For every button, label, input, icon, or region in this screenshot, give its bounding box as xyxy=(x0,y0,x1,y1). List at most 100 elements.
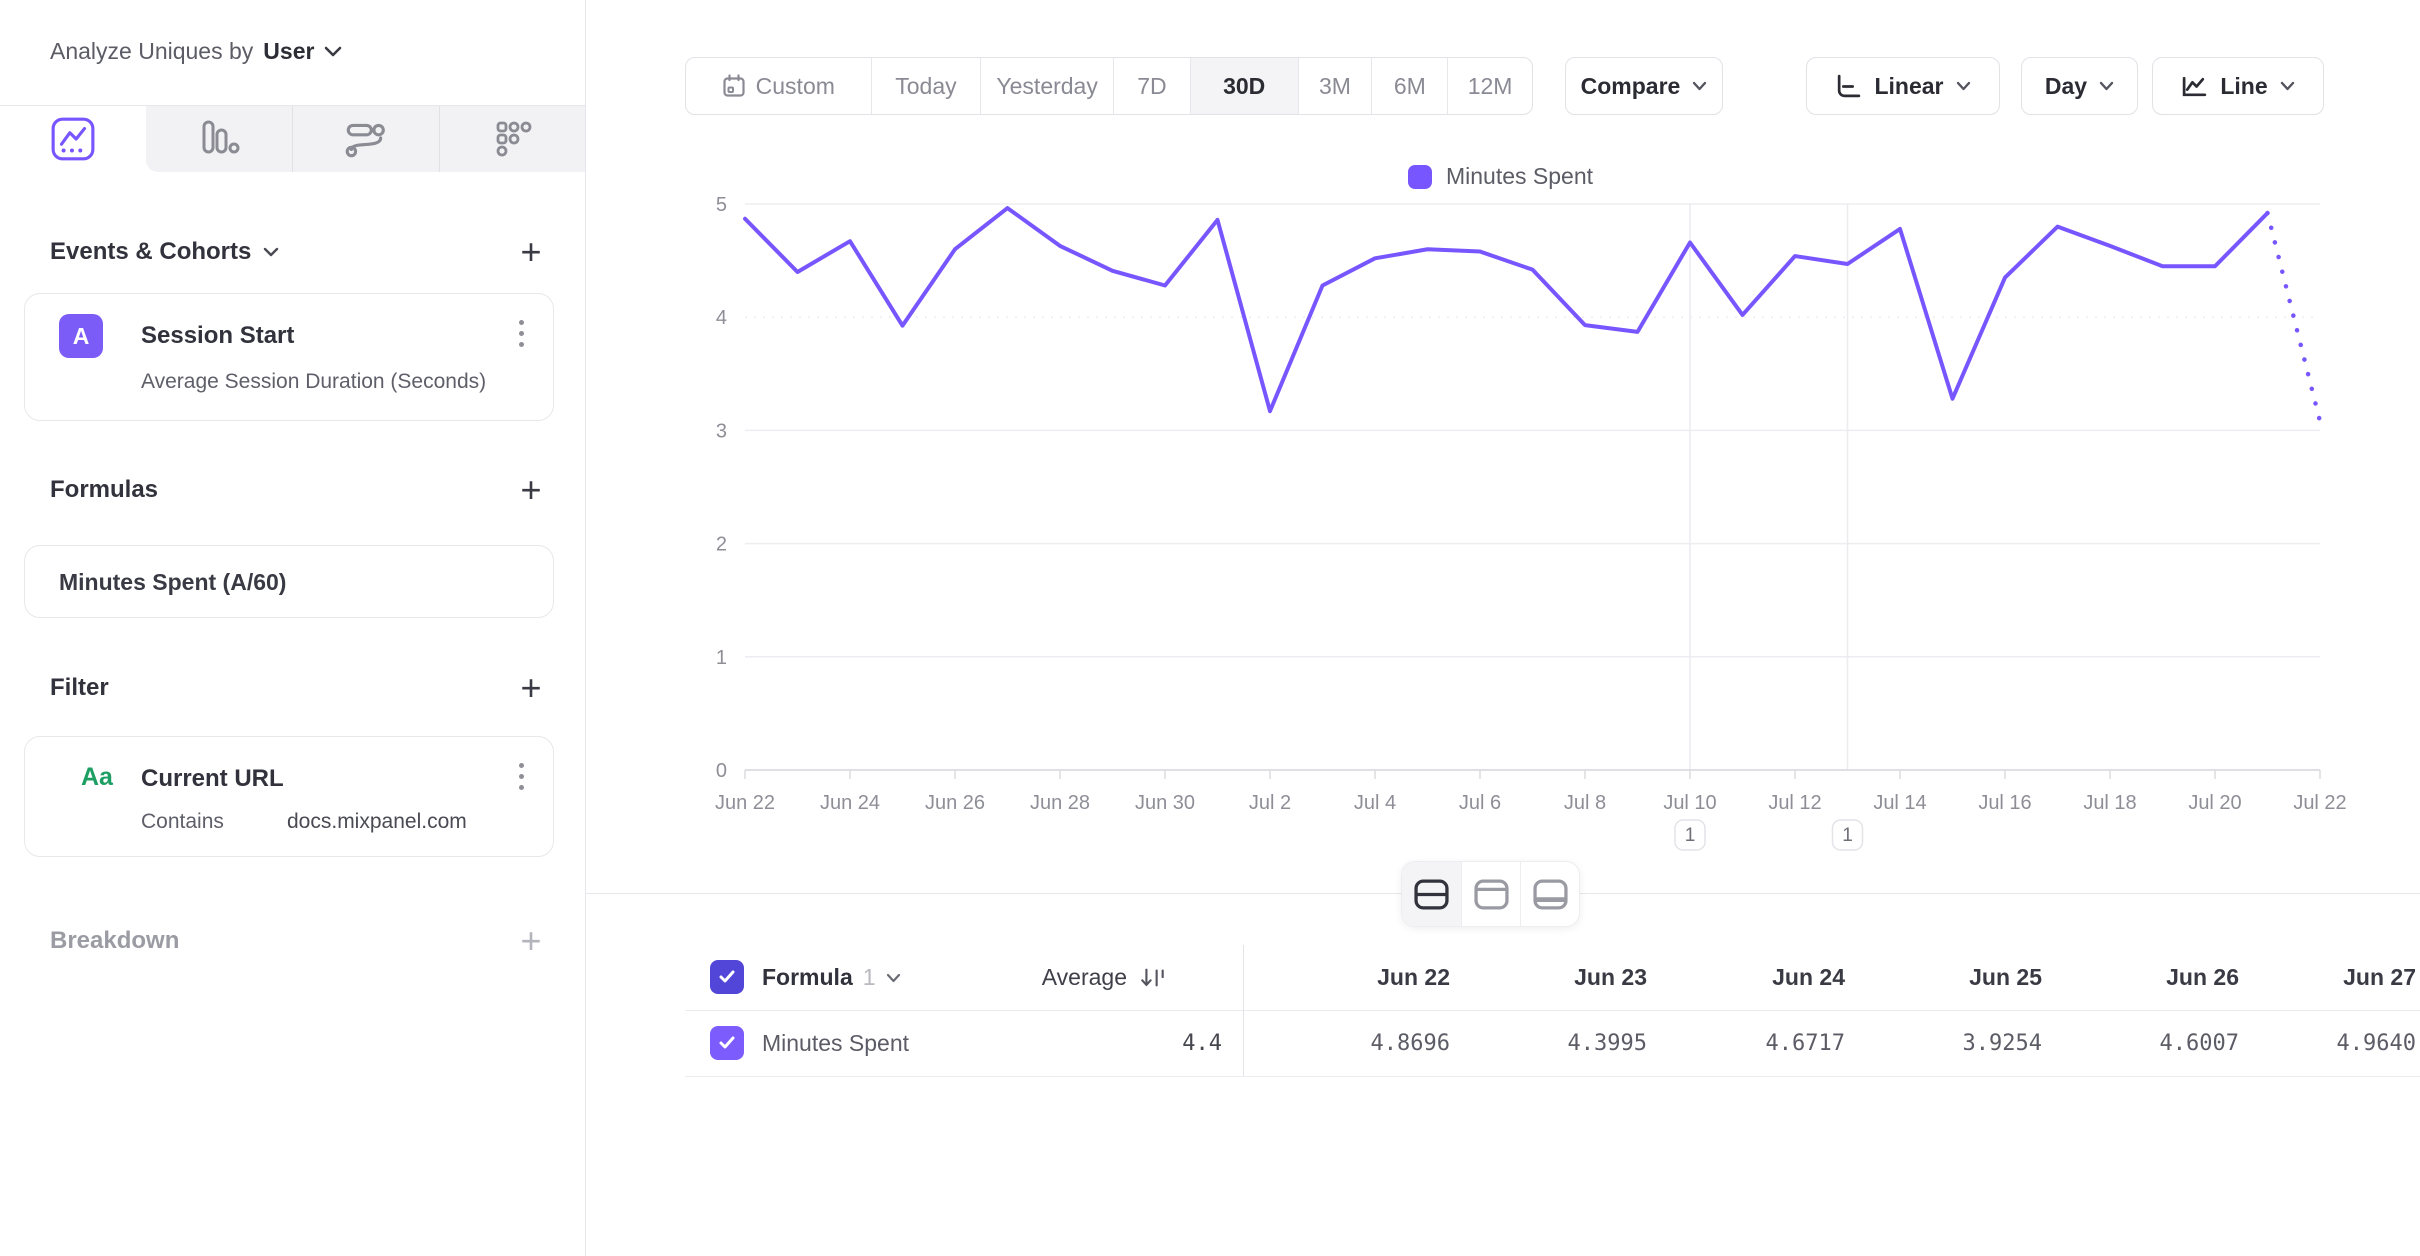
line-chart[interactable]: 1 1 Jun 22 Jun 24 Jun 26 Jun 28 Jun 30 Jul 2 Jul… xyxy=(685,125,2365,885)
text-property-icon: Aa xyxy=(81,763,113,791)
formula-group-header[interactable]: Formula 1 xyxy=(762,945,901,1010)
calendar-icon xyxy=(723,74,745,97)
chart-view-icon xyxy=(1473,878,1509,910)
event-aggregation[interactable]: Average Session Duration (Seconds) xyxy=(141,370,487,393)
y-tick-label: 1 xyxy=(716,647,727,669)
table-cell-jun-22: 4.8696 xyxy=(1370,1031,1450,1056)
retention-grid-icon xyxy=(496,121,532,157)
kebab-menu-icon[interactable] xyxy=(517,320,525,347)
report-tabs xyxy=(0,106,585,172)
average-value: 4.4 xyxy=(1182,1031,1222,1056)
range-yesterday[interactable]: Yesterday xyxy=(980,58,1113,114)
x-tick-label: Jul 22 xyxy=(2293,792,2346,814)
filter-value[interactable]: docs.mixpanel.com xyxy=(287,810,467,833)
legend-swatch xyxy=(1408,164,1432,189)
range-30d[interactable]: 30D xyxy=(1189,58,1298,114)
granularity-button[interactable]: Day xyxy=(2021,57,2138,115)
add-event-button[interactable]: + xyxy=(520,231,542,272)
range-12m[interactable]: 12M xyxy=(1447,58,1532,114)
filter-property[interactable]: Current URL xyxy=(141,765,284,792)
compare-label: Compare xyxy=(1580,72,1681,99)
y-tick-label: 5 xyxy=(716,194,727,216)
tab-insights[interactable] xyxy=(0,106,146,172)
chart-type-label: Line xyxy=(2220,72,2268,99)
filter-card[interactable]: Aa Current URL Contains docs.mixpanel.co… xyxy=(24,736,554,857)
annotation-badge[interactable] xyxy=(1831,819,1864,851)
kebab-menu-icon[interactable] xyxy=(517,763,525,790)
event-letter-badge: A xyxy=(59,314,103,358)
granularity-label: Day xyxy=(2044,72,2088,99)
flows-icon xyxy=(345,123,385,158)
view-chart-button[interactable] xyxy=(1461,862,1520,926)
insights-line-chart-icon xyxy=(51,117,95,161)
y-tick-label: 3 xyxy=(716,420,727,442)
column-header-jun-26[interactable]: Jun 26 xyxy=(2166,964,2239,990)
formula-group-label: Formula xyxy=(762,964,853,990)
events-cohorts-label: Events & Cohorts xyxy=(50,238,252,265)
add-formula-button[interactable]: + xyxy=(520,469,542,510)
check-icon xyxy=(719,1036,735,1049)
view-table-button[interactable] xyxy=(1520,862,1579,926)
column-header-jun-25[interactable]: Jun 25 xyxy=(1969,964,2042,990)
chevron-down-icon xyxy=(2280,81,2294,91)
range-label: 30D xyxy=(1223,72,1266,99)
average-label: Average xyxy=(1041,964,1127,990)
table-divider xyxy=(685,1010,2420,1011)
axis-scale-button[interactable]: Linear xyxy=(1806,57,2000,115)
formulas-label: Formulas xyxy=(50,476,159,503)
series-line-projection xyxy=(2265,210,2323,424)
range-custom[interactable]: Custom xyxy=(686,58,871,114)
analyze-uniques-row[interactable]: Analyze Uniques by User xyxy=(50,36,342,66)
x-tick-label: Jul 16 xyxy=(1978,792,2031,814)
select-all-checkbox[interactable] xyxy=(710,960,744,994)
formula-card[interactable]: Minutes Spent (A/60) xyxy=(24,545,554,618)
table-cell-jun-27: 4.9640 xyxy=(2336,1031,2416,1056)
x-tick-label: Jun 26 xyxy=(925,792,985,814)
tabs-divider xyxy=(0,105,585,106)
event-title[interactable]: Session Start xyxy=(141,322,295,349)
table-cell-jun-26: 4.6007 xyxy=(2159,1031,2239,1056)
table-cell-jun-25: 3.9254 xyxy=(1962,1031,2042,1056)
tab-bar-chart[interactable] xyxy=(146,106,292,172)
range-label: Yesterday xyxy=(996,72,1098,99)
axis-scale-label: Linear xyxy=(1874,72,1944,99)
event-card[interactable]: A Session Start Average Session Duration… xyxy=(24,293,554,421)
range-6m[interactable]: 6M xyxy=(1371,58,1447,114)
range-3m[interactable]: 3M xyxy=(1297,58,1372,114)
formula-name[interactable]: Minutes Spent (A/60) xyxy=(59,569,287,595)
formula-group-number: 1 xyxy=(862,964,876,990)
tab-flows[interactable] xyxy=(292,106,438,172)
average-column-header[interactable]: Average xyxy=(975,945,1165,1010)
range-label: Custom xyxy=(755,72,835,99)
add-filter-button[interactable]: + xyxy=(520,667,542,708)
view-toggle-group xyxy=(1401,861,1580,927)
filter-operator[interactable]: Contains xyxy=(141,810,224,833)
events-cohorts-heading[interactable]: Events & Cohorts xyxy=(50,235,544,269)
column-header-jun-27[interactable]: Jun 27 xyxy=(2343,964,2416,990)
linear-scale-icon xyxy=(1838,74,1861,97)
tab-separator xyxy=(439,106,440,172)
tab-separator xyxy=(292,106,293,172)
column-header-jun-22[interactable]: Jun 22 xyxy=(1377,964,1450,990)
view-split-button[interactable] xyxy=(1402,862,1461,926)
chart-type-button[interactable]: Line xyxy=(2152,57,2324,115)
series-line[interactable] xyxy=(743,206,2270,414)
add-breakdown-button[interactable]: + xyxy=(520,920,542,961)
sidebar: Analyze Uniques by User xyxy=(0,0,585,1256)
analyze-uniques-value[interactable]: User xyxy=(263,37,315,64)
tab-retention[interactable] xyxy=(439,106,585,172)
annotation-badge[interactable] xyxy=(1674,819,1706,851)
series-checkbox[interactable] xyxy=(710,1026,744,1060)
range-today[interactable]: Today xyxy=(870,58,981,114)
column-header-jun-23[interactable]: Jun 23 xyxy=(1574,964,1647,990)
compare-button[interactable]: Compare xyxy=(1565,57,1723,115)
x-tick-label: Jul 4 xyxy=(1354,792,1396,814)
check-icon xyxy=(719,970,735,983)
range-label: 12M xyxy=(1467,72,1513,99)
chart-legend[interactable]: Minutes Spent xyxy=(1408,163,1593,190)
column-header-jun-24[interactable]: Jun 24 xyxy=(1772,964,1845,990)
formulas-heading: Formulas xyxy=(50,473,544,507)
range-7d[interactable]: 7D xyxy=(1112,58,1190,114)
y-tick-label: 0 xyxy=(716,760,727,782)
table-row[interactable]: Minutes Spent 4.4 4.8696 4.3995 4.6717 3.92… xyxy=(685,1011,2420,1076)
